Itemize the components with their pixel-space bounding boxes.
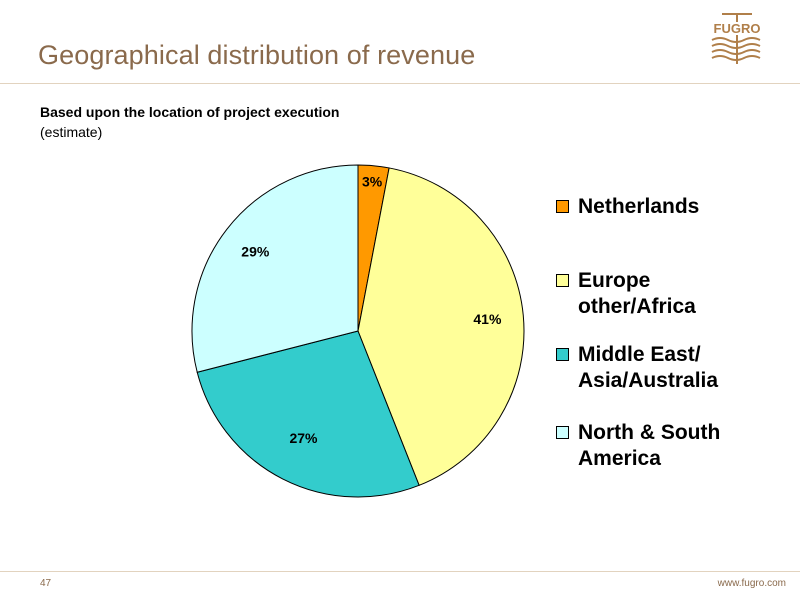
pie-slice-europe-other-africa <box>357 167 525 486</box>
fugro-logo: FUGRO <box>710 13 764 64</box>
legend-label-middle-east-asia-australia: Middle East/ Asia/Australia <box>578 343 719 392</box>
pie-slices <box>191 164 525 498</box>
legend-swatch-middle-east-asia-australia <box>556 348 569 361</box>
chart-legend: Netherlands Europe other/Africa Middle E… <box>556 0 796 600</box>
legend-swatch-europe-other-africa <box>556 274 569 287</box>
title-divider <box>0 83 800 84</box>
pie-label-north-south-america: 29% <box>241 243 270 259</box>
slide-title: Geographical distribution of revenue <box>38 40 476 70</box>
chart-subtitle-note: (estimate) <box>40 124 103 140</box>
pie-slice-north-south-america <box>191 164 359 373</box>
legend-label-north-south-america: North & South America <box>578 421 721 470</box>
page-number: 47 <box>40 578 52 589</box>
pie-label-netherlands: 3% <box>362 174 383 190</box>
legend-label-netherlands: Netherlands <box>578 195 700 218</box>
legend-swatch-netherlands <box>556 200 569 213</box>
footer-divider <box>0 571 800 572</box>
legend-label-europe-other-africa: Europe other/Africa <box>578 269 696 318</box>
logo-wordmark: FUGRO <box>714 21 761 36</box>
pie-label-middle-east-asia-australia: 27% <box>289 430 318 446</box>
chart-subtitle: Based upon the location of project execu… <box>40 104 340 120</box>
pie-labels: 3% 41% 27% 29% <box>241 174 502 446</box>
pie-slice-middle-east-asia-australia <box>196 330 420 498</box>
legend-swatch-north-south-america <box>556 426 569 439</box>
pie-label-europe-other-africa: 41% <box>473 311 502 327</box>
footer-url: www.fugro.com <box>717 578 786 589</box>
